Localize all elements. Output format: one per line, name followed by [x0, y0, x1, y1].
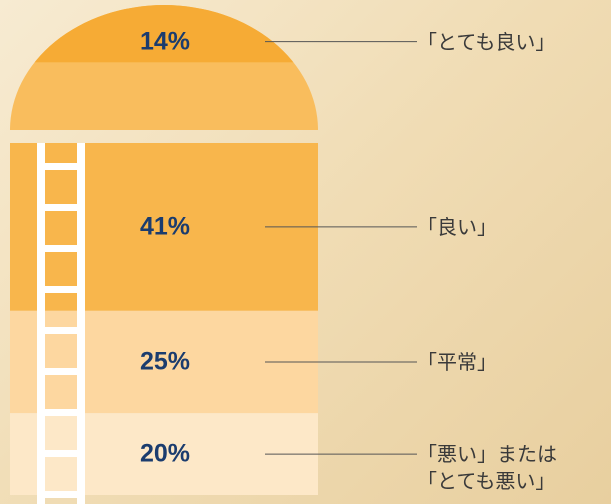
- ladder-rail: [37, 143, 45, 504]
- ladder-rung: [37, 245, 85, 252]
- infographic: 14% 「とても良い」 41% 「良い」 25% 「平常」 20% 「悪い」または 「とても悪…: [0, 0, 611, 504]
- category-label: 「良い」: [417, 214, 497, 241]
- ladder-rail: [77, 143, 85, 504]
- value-label: 25%: [140, 347, 190, 376]
- ladder-rung: [37, 327, 85, 334]
- ladder-rung: [37, 163, 85, 170]
- value-label: 41%: [140, 212, 190, 241]
- value-label: 14%: [140, 27, 190, 56]
- ladder-rung: [37, 409, 85, 416]
- ladder-rung: [37, 286, 85, 293]
- silo-chart: [0, 0, 611, 504]
- ladder-rung: [37, 491, 85, 498]
- ladder-rung: [37, 204, 85, 211]
- value-label: 20%: [140, 440, 190, 469]
- ladder-rung: [37, 450, 85, 457]
- category-label: 「とても良い」: [417, 29, 555, 56]
- category-label: 「悪い」または 「とても悪い」: [417, 441, 557, 495]
- ladder-rung: [37, 368, 85, 375]
- category-label: 「平常」: [417, 349, 497, 376]
